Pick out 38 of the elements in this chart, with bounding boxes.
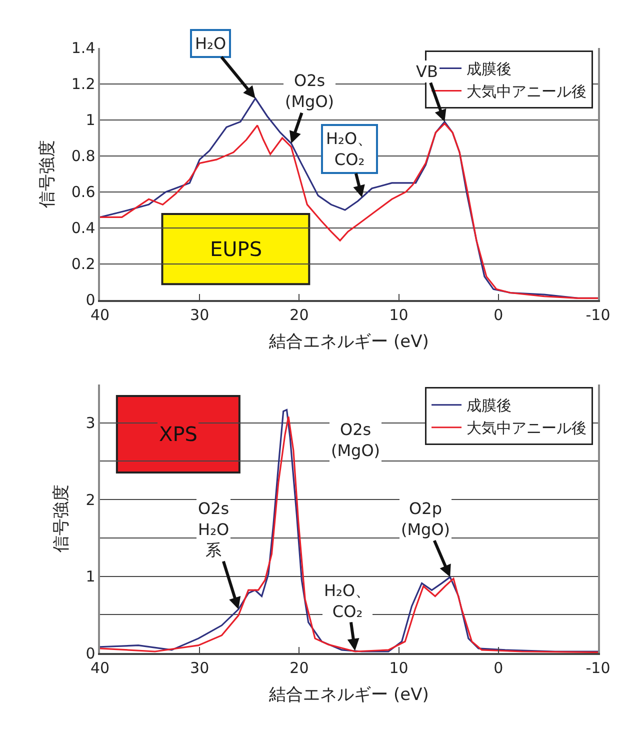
y-tick-label: 0.2: [71, 255, 96, 274]
annotation: H₂O、 CO₂: [326, 129, 374, 169]
x-tick-label: 10: [389, 306, 408, 324]
legend-label: 成膜後: [466, 60, 512, 78]
annotation: XPS: [159, 422, 198, 446]
x-tick-label: 0: [494, 659, 504, 678]
y-axis-title: 信号強度: [52, 484, 72, 553]
annotation: O2s (MgO): [285, 71, 334, 111]
y-tick-label: 3: [86, 414, 96, 432]
x-tick-label: 0: [494, 306, 504, 324]
annotation: O2p (MgO): [401, 499, 450, 539]
y-axis-title: 信号強度: [37, 140, 58, 208]
y-tick-label: 1.4: [71, 39, 96, 58]
y-tick-label: 0.6: [71, 183, 96, 202]
y-tick-label: 1: [86, 111, 96, 130]
x-tick-label: 30: [190, 659, 210, 678]
x-tick-label: 20: [290, 306, 309, 324]
y-tick-label: 1.2: [71, 75, 96, 94]
annotation: H₂O、 CO₂: [324, 581, 372, 621]
annotation: VB: [416, 62, 438, 81]
legend-label: 大気中アニール後: [466, 82, 587, 101]
legend-label: 成膜後: [466, 396, 512, 415]
y-tick-label: 2: [86, 490, 96, 509]
x-axis-title: 結合エネルギー (eV): [268, 332, 429, 352]
y-tick-label: 0.8: [71, 147, 96, 166]
x-tick-label: -10: [586, 659, 610, 678]
x-tick-label: -10: [586, 306, 610, 324]
y-tick-label: 1: [86, 568, 96, 586]
annotation: H₂O: [195, 34, 226, 53]
annotation: EUPS: [210, 237, 262, 261]
x-tick-label: 20: [290, 659, 309, 678]
annotation: O2s (MgO): [331, 420, 380, 460]
annotation: O2s H₂O 系: [198, 499, 230, 560]
legend-label: 大気中アニール後: [466, 419, 587, 438]
y-tick-label: 0.4: [71, 219, 96, 238]
x-tick-label: 30: [190, 306, 210, 324]
x-axis-title: 結合エネルギー (eV): [268, 684, 429, 705]
x-tick-label: 10: [389, 659, 408, 678]
